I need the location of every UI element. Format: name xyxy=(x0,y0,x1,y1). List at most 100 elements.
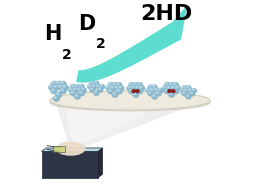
Ellipse shape xyxy=(107,87,112,91)
Text: D: D xyxy=(78,14,95,34)
Ellipse shape xyxy=(96,85,101,89)
Ellipse shape xyxy=(113,94,118,97)
Ellipse shape xyxy=(148,92,151,93)
Ellipse shape xyxy=(171,86,176,90)
Ellipse shape xyxy=(96,85,98,86)
Ellipse shape xyxy=(158,89,163,93)
Ellipse shape xyxy=(173,90,178,94)
Ellipse shape xyxy=(75,95,80,99)
Ellipse shape xyxy=(153,95,155,96)
Ellipse shape xyxy=(96,84,101,88)
Ellipse shape xyxy=(175,86,180,90)
Ellipse shape xyxy=(158,88,161,90)
Ellipse shape xyxy=(182,86,187,89)
Ellipse shape xyxy=(185,89,187,90)
Ellipse shape xyxy=(132,90,135,92)
Ellipse shape xyxy=(68,88,74,92)
Ellipse shape xyxy=(133,93,138,97)
Ellipse shape xyxy=(147,88,149,90)
Ellipse shape xyxy=(98,88,102,92)
Ellipse shape xyxy=(63,86,68,90)
Ellipse shape xyxy=(137,89,142,94)
Ellipse shape xyxy=(150,88,155,92)
Ellipse shape xyxy=(110,86,115,90)
Ellipse shape xyxy=(132,87,136,91)
Ellipse shape xyxy=(58,86,64,90)
Polygon shape xyxy=(42,148,102,151)
Ellipse shape xyxy=(71,91,73,93)
Ellipse shape xyxy=(73,88,78,92)
Ellipse shape xyxy=(190,93,195,96)
Ellipse shape xyxy=(190,92,194,96)
Ellipse shape xyxy=(163,86,165,88)
Ellipse shape xyxy=(136,87,141,91)
Ellipse shape xyxy=(71,92,76,96)
Ellipse shape xyxy=(117,90,119,91)
Ellipse shape xyxy=(79,91,82,93)
Text: 2: 2 xyxy=(62,48,72,62)
Ellipse shape xyxy=(134,94,139,97)
Ellipse shape xyxy=(192,90,197,93)
Ellipse shape xyxy=(109,90,114,94)
Ellipse shape xyxy=(156,91,161,95)
Ellipse shape xyxy=(75,85,80,89)
Ellipse shape xyxy=(169,93,174,97)
Ellipse shape xyxy=(157,92,159,93)
Ellipse shape xyxy=(111,86,113,88)
Ellipse shape xyxy=(135,86,140,90)
Ellipse shape xyxy=(182,92,187,96)
Ellipse shape xyxy=(169,83,172,84)
Ellipse shape xyxy=(69,88,71,90)
Ellipse shape xyxy=(183,93,187,96)
Ellipse shape xyxy=(165,90,170,94)
Ellipse shape xyxy=(148,85,151,87)
Ellipse shape xyxy=(172,90,175,92)
Ellipse shape xyxy=(149,92,153,96)
Ellipse shape xyxy=(165,89,170,94)
Ellipse shape xyxy=(115,86,117,88)
Ellipse shape xyxy=(154,89,159,93)
Ellipse shape xyxy=(109,83,114,87)
Ellipse shape xyxy=(81,88,84,90)
Ellipse shape xyxy=(52,89,54,91)
Ellipse shape xyxy=(60,89,66,93)
Ellipse shape xyxy=(113,93,115,94)
Ellipse shape xyxy=(61,81,63,83)
Ellipse shape xyxy=(98,88,100,89)
Ellipse shape xyxy=(138,90,143,94)
Ellipse shape xyxy=(112,93,118,97)
Ellipse shape xyxy=(138,83,143,87)
Ellipse shape xyxy=(153,85,155,87)
Ellipse shape xyxy=(92,85,94,86)
Ellipse shape xyxy=(183,86,187,90)
Ellipse shape xyxy=(51,89,57,93)
Ellipse shape xyxy=(137,83,142,87)
Ellipse shape xyxy=(70,91,76,95)
Ellipse shape xyxy=(167,87,172,91)
Ellipse shape xyxy=(181,90,185,93)
Ellipse shape xyxy=(56,93,61,97)
Ellipse shape xyxy=(60,81,66,86)
Ellipse shape xyxy=(148,91,153,95)
Ellipse shape xyxy=(119,86,124,90)
Ellipse shape xyxy=(61,90,66,94)
Ellipse shape xyxy=(139,86,145,90)
Ellipse shape xyxy=(109,90,111,91)
Ellipse shape xyxy=(100,85,102,86)
Ellipse shape xyxy=(149,86,153,89)
Ellipse shape xyxy=(127,86,132,90)
Ellipse shape xyxy=(134,93,136,94)
Ellipse shape xyxy=(56,82,62,86)
Ellipse shape xyxy=(81,88,86,92)
Ellipse shape xyxy=(186,86,188,87)
Ellipse shape xyxy=(183,92,185,93)
Ellipse shape xyxy=(176,87,180,91)
Ellipse shape xyxy=(54,86,59,90)
Ellipse shape xyxy=(94,91,99,95)
Ellipse shape xyxy=(162,86,168,90)
Ellipse shape xyxy=(53,96,59,101)
Ellipse shape xyxy=(185,90,189,93)
Ellipse shape xyxy=(79,91,84,95)
Ellipse shape xyxy=(180,89,185,92)
Ellipse shape xyxy=(79,92,84,96)
